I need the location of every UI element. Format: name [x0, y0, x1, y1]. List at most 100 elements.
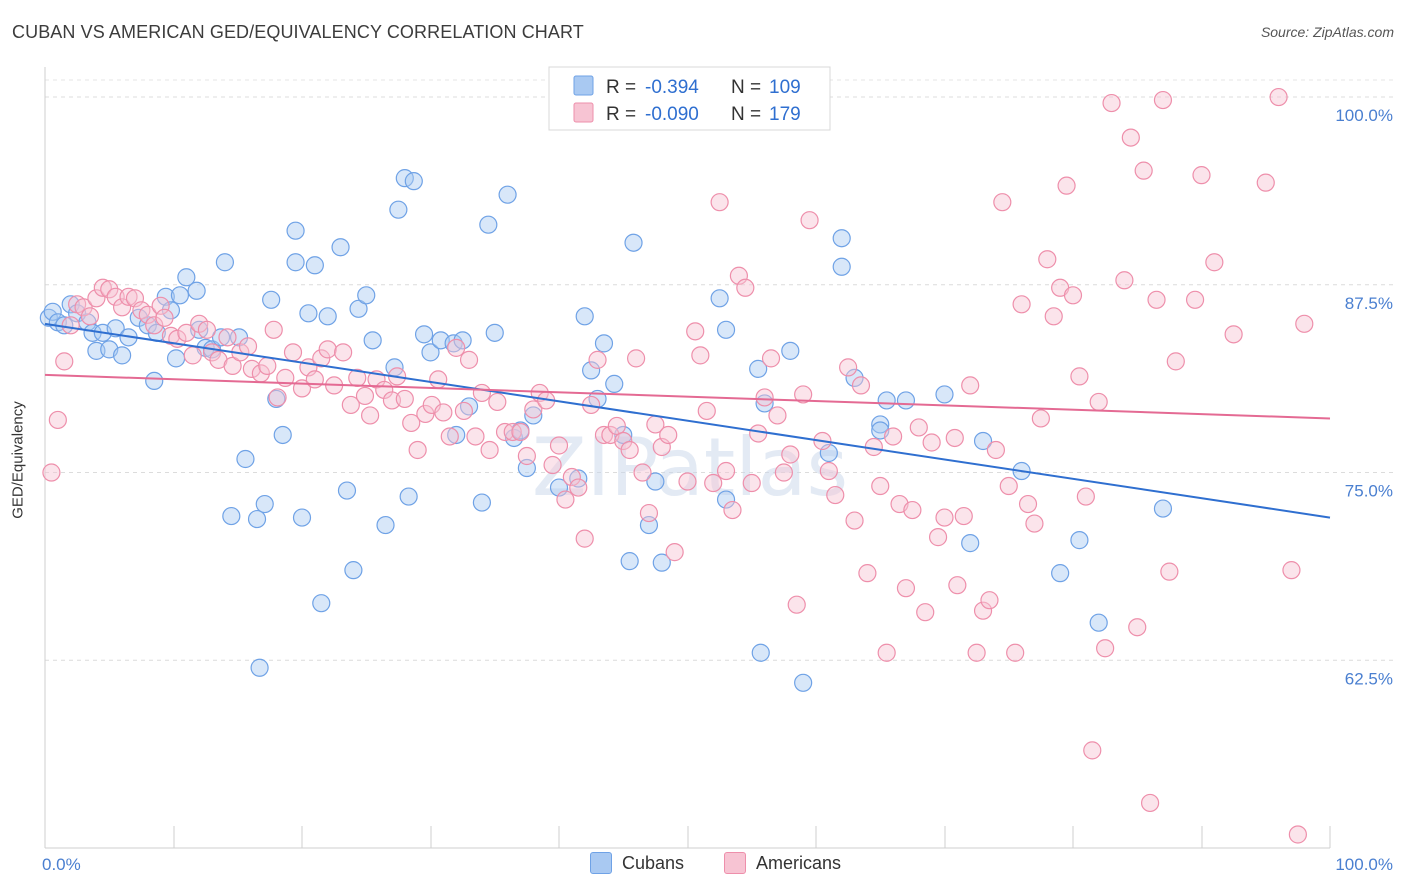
point-americans-63 [459, 350, 479, 369]
point-americans-53 [395, 389, 414, 409]
axes [44, 67, 1331, 849]
point-cubans-94 [832, 229, 851, 248]
point-americans-140 [980, 591, 999, 610]
point-americans-1 [48, 410, 67, 430]
point-americans-28 [223, 356, 242, 375]
point-americans-82 [588, 350, 607, 369]
legend-label-americans: Americans [756, 852, 842, 873]
point-americans-33 [258, 356, 277, 375]
point-americans-106 [749, 424, 768, 443]
stats-n-label-1: N = [731, 104, 761, 125]
point-cubans-49 [357, 286, 376, 305]
point-americans-10 [106, 287, 125, 306]
point-americans-8 [93, 278, 112, 297]
point-americans-11 [112, 298, 132, 317]
point-americans-169 [1185, 290, 1205, 309]
point-americans-165 [1147, 290, 1166, 309]
point-americans-168 [1166, 352, 1185, 371]
point-americans-176 [1288, 825, 1307, 844]
point-americans-41 [312, 349, 331, 368]
point-cubans-95 [832, 257, 851, 276]
point-americans-66 [480, 440, 499, 460]
point-americans-71 [517, 446, 536, 466]
stats-r-value-0: -0.394 [645, 77, 699, 98]
point-cubans-53 [389, 200, 408, 219]
point-americans-0 [42, 463, 61, 482]
point-cubans-91 [781, 341, 800, 360]
point-cubans-78 [605, 374, 624, 394]
point-cubans-84 [652, 553, 671, 572]
point-americans-37 [283, 343, 303, 362]
point-americans-163 [1134, 161, 1153, 180]
point-americans-148 [1031, 409, 1050, 428]
point-americans-65 [472, 383, 491, 403]
point-americans-110 [774, 463, 793, 482]
point-americans-97 [691, 346, 710, 365]
point-cubans-22 [177, 268, 196, 287]
point-americans-175 [1282, 561, 1301, 580]
point-americans-58 [429, 370, 448, 389]
point-cubans-1 [43, 302, 62, 321]
y-tick-label-0: 100.0% [1335, 106, 1393, 125]
point-cubans-47 [344, 561, 363, 580]
point-americans-64 [466, 427, 485, 446]
point-cubans-40 [292, 508, 312, 527]
stats-r-label-0: R = [606, 77, 636, 98]
point-americans-112 [787, 595, 806, 614]
point-americans-68 [495, 422, 515, 442]
point-americans-119 [845, 511, 864, 530]
point-americans-156 [1083, 741, 1102, 760]
point-cubans-61 [447, 425, 466, 445]
point-americans-88 [626, 349, 646, 368]
point-cubans-86 [716, 320, 736, 339]
point-cubans-55 [399, 487, 418, 506]
stats-legend-box [548, 66, 831, 131]
x-tick-label-1: 100.0% [1335, 855, 1393, 874]
point-americans-121 [858, 564, 877, 583]
point-americans-40 [305, 370, 324, 389]
chart-source: Source: ZipAtlas.com [1260, 24, 1394, 40]
point-americans-173 [1256, 173, 1275, 192]
point-cubans-87 [716, 490, 736, 509]
point-americans-61 [447, 338, 466, 357]
point-americans-143 [999, 476, 1018, 496]
point-cubans-83 [646, 472, 665, 491]
point-cubans-64 [472, 493, 491, 512]
point-americans-78 [562, 467, 581, 487]
point-cubans-74 [575, 307, 594, 326]
point-cubans-50 [363, 331, 382, 350]
point-americans-116 [819, 461, 838, 481]
point-americans-144 [1006, 643, 1025, 662]
point-cubans-89 [751, 643, 770, 662]
point-americans-47 [355, 386, 375, 406]
point-americans-150 [1044, 307, 1063, 326]
point-cubans-100 [896, 391, 916, 410]
point-americans-7 [87, 289, 106, 308]
point-cubans-58 [421, 343, 440, 362]
point-americans-131 [922, 433, 941, 452]
series-americans [42, 87, 1314, 844]
point-americans-114 [800, 211, 819, 230]
point-cubans-41 [299, 304, 318, 323]
point-americans-128 [903, 500, 922, 520]
point-americans-155 [1076, 487, 1095, 506]
point-americans-145 [1012, 295, 1031, 314]
point-cubans-48 [349, 299, 368, 318]
trend-line-cubans [44, 322, 1331, 519]
point-americans-172 [1224, 325, 1243, 344]
point-americans-95 [678, 472, 697, 491]
legend-item-americans[interactable]: Americans [724, 852, 841, 874]
point-cubans-27 [211, 328, 231, 347]
point-americans-80 [575, 529, 594, 548]
point-americans-158 [1096, 639, 1115, 658]
point-cubans-44 [318, 307, 337, 326]
point-cubans-71 [524, 406, 543, 425]
data-points [39, 87, 1314, 844]
point-americans-118 [839, 358, 858, 377]
point-americans-127 [896, 579, 916, 598]
point-americans-107 [755, 388, 774, 407]
point-americans-48 [361, 406, 380, 425]
legend-item-cubans[interactable]: Cubans [590, 852, 684, 874]
point-americans-164 [1140, 793, 1160, 813]
